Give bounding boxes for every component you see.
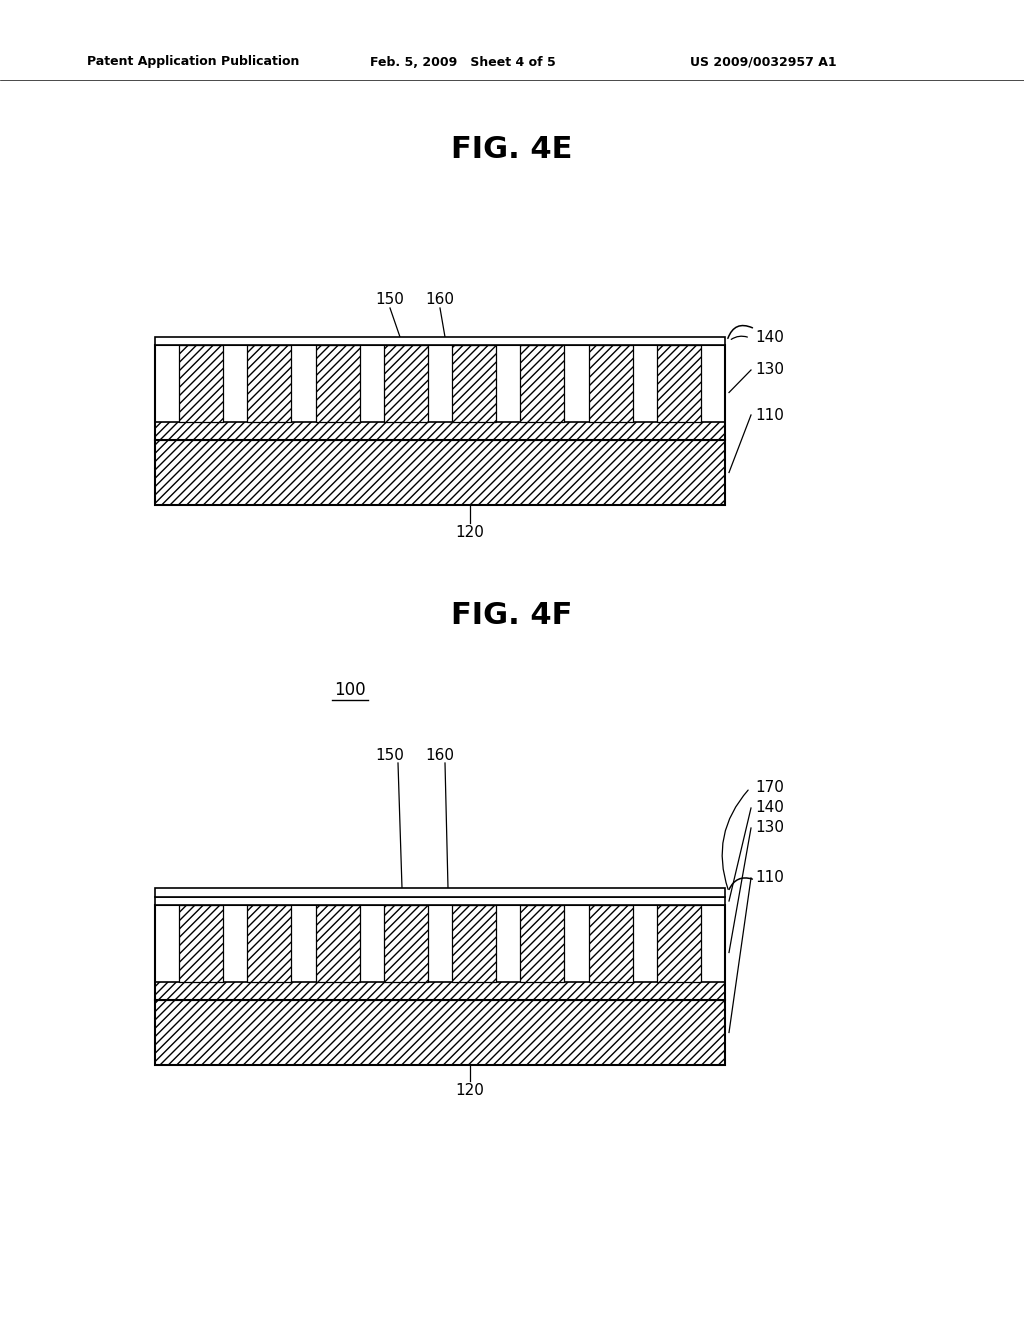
Bar [179, 906, 223, 982]
Bar [155, 898, 725, 906]
Text: 130: 130 [755, 363, 784, 378]
Bar [520, 345, 564, 422]
Bar [452, 906, 497, 982]
Bar [520, 906, 564, 982]
Text: Patent Application Publication: Patent Application Publication [87, 55, 299, 69]
Bar [589, 906, 633, 982]
Text: 120: 120 [456, 1082, 484, 1098]
Text: Feb. 5, 2009   Sheet 4 of 5: Feb. 5, 2009 Sheet 4 of 5 [370, 55, 556, 69]
Bar [452, 345, 497, 422]
Bar [656, 345, 701, 422]
Bar [384, 906, 428, 982]
Bar [384, 345, 428, 422]
Bar [315, 906, 359, 982]
Bar [155, 888, 725, 898]
Text: FIG. 4F: FIG. 4F [452, 601, 572, 630]
Bar [248, 345, 292, 422]
Text: 110: 110 [755, 870, 784, 886]
Text: 140: 140 [755, 800, 784, 816]
Text: 120: 120 [456, 525, 484, 540]
Bar [315, 345, 359, 422]
Text: 140: 140 [755, 330, 784, 346]
Bar [589, 345, 633, 422]
Text: 100: 100 [334, 681, 366, 700]
Bar [155, 337, 725, 345]
Bar [155, 982, 725, 1001]
Bar [155, 906, 725, 1001]
Text: 130: 130 [755, 821, 784, 836]
Text: 150: 150 [376, 747, 404, 763]
Bar [179, 345, 223, 422]
Text: US 2009/0032957 A1: US 2009/0032957 A1 [690, 55, 837, 69]
Text: 110: 110 [755, 408, 784, 422]
Text: 150: 150 [376, 293, 404, 308]
Bar [155, 1001, 725, 1065]
Text: FIG. 4E: FIG. 4E [452, 136, 572, 165]
Bar [248, 906, 292, 982]
Text: 160: 160 [426, 293, 455, 308]
Bar [155, 440, 725, 506]
Text: 170: 170 [755, 780, 784, 796]
Bar [155, 422, 725, 440]
Bar [155, 345, 725, 440]
Bar [656, 906, 701, 982]
Text: 160: 160 [426, 747, 455, 763]
